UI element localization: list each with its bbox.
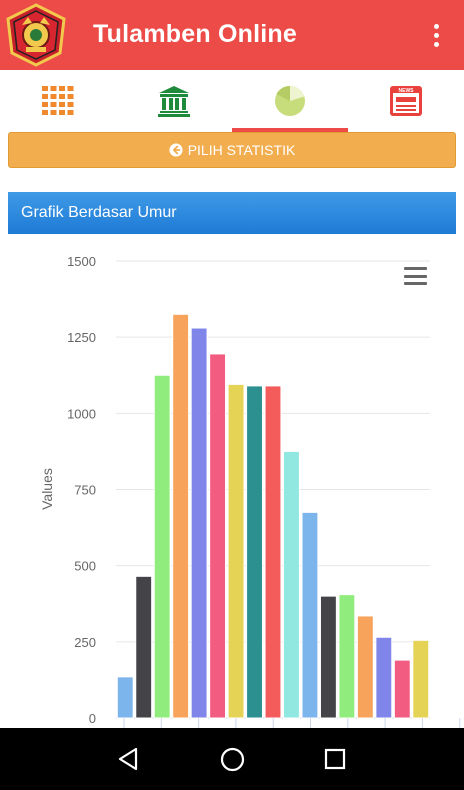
chart-header: Grafik Berdasar Umur (8, 192, 456, 234)
tab-indicator (232, 128, 348, 132)
tab-news[interactable]: NEWS (348, 70, 464, 132)
x-axis-ticks (123, 718, 461, 728)
chart-bars (116, 313, 430, 719)
chart-bar[interactable] (227, 383, 245, 719)
chart-bar[interactable] (264, 385, 282, 719)
chart-bar[interactable] (412, 639, 430, 719)
chart-bar[interactable] (375, 636, 393, 719)
back-icon[interactable] (116, 746, 142, 772)
y-tick-label: 750 (74, 483, 96, 498)
pilih-statistik-label: PILIH STATISTIK (187, 142, 296, 158)
y-tick-label: 1000 (67, 406, 96, 421)
regency-emblem-icon[interactable] (4, 3, 68, 67)
chart-bar[interactable] (246, 385, 263, 719)
chart-bar[interactable] (153, 374, 171, 719)
bar-chart: 0 250 500 750 1000 1250 1500 Values (39, 254, 461, 728)
chart-bar[interactable] (172, 313, 190, 719)
news-icon: NEWS (390, 86, 422, 116)
grid-icon (42, 86, 74, 115)
chart-bar[interactable] (190, 327, 208, 719)
chart-header-title: Grafik Berdasar Umur (21, 204, 177, 221)
home-icon[interactable] (220, 747, 245, 772)
y-axis-label: Values (39, 468, 55, 510)
app-title: Tulamben Online (93, 20, 297, 48)
more-vertical-icon[interactable] (418, 18, 454, 52)
y-tick-label: 500 (74, 559, 96, 574)
y-tick-label: 0 (89, 711, 96, 726)
app-bar: Tulamben Online (0, 0, 464, 70)
chart-bar[interactable] (393, 659, 411, 719)
tab-government[interactable] (116, 70, 232, 132)
chart-bar[interactable] (301, 511, 319, 719)
recents-icon[interactable] (324, 748, 346, 770)
chart-bar[interactable] (209, 353, 227, 719)
pilih-statistik-button[interactable]: PILIH STATISTIK (8, 132, 456, 168)
pie-chart-icon (275, 85, 305, 116)
government-building-icon (158, 86, 190, 117)
y-axis-ticks: 0 250 500 750 1000 1250 1500 (67, 254, 96, 726)
chart-bar[interactable] (116, 676, 134, 719)
y-tick-label: 1500 (67, 254, 96, 269)
chart-bar[interactable] (319, 595, 337, 719)
chart-bar[interactable] (338, 594, 356, 719)
chart-bar[interactable] (135, 575, 153, 719)
hamburger-menu-icon[interactable] (404, 266, 428, 286)
chart-bar[interactable] (283, 450, 300, 719)
system-nav-bar (0, 728, 464, 790)
tab-bar: NEWS (0, 70, 464, 132)
y-tick-label: 1250 (67, 330, 96, 345)
svg-text:NEWS: NEWS (399, 88, 415, 94)
y-tick-label: 250 (74, 635, 96, 650)
chart-bar[interactable] (356, 615, 374, 719)
tab-grid[interactable] (0, 70, 116, 132)
tab-statistics[interactable] (232, 70, 348, 132)
arrow-left-circle-icon (169, 143, 183, 157)
